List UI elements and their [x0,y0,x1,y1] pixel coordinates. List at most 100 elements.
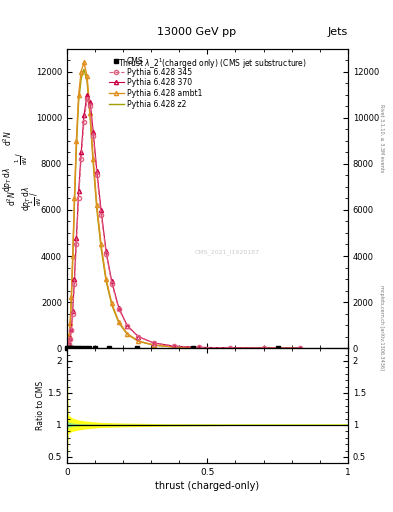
Pythia 6.428 ambt1 [116,318,121,325]
Pythia 6.428 ambt1 [109,300,114,306]
Pythia 6.428 345 [298,345,302,351]
Pythia 6.428 z2 [136,338,141,345]
Pythia 6.428 z2 [76,98,81,104]
Pythia 6.428 z2 [66,340,71,346]
Pythia 6.428 ambt1 [82,59,86,66]
Pythia 6.428 345 [66,343,71,349]
Pythia 6.428 345 [171,343,176,349]
Pythia 6.428 345 [72,281,77,287]
Pythia 6.428 370 [69,326,73,332]
Pythia 6.428 370 [95,167,99,174]
Pythia 6.428 370 [152,340,156,346]
Pythia 6.428 370 [136,334,141,340]
Pythia 6.428 345 [76,195,81,201]
Pythia 6.428 z2 [95,207,99,213]
Pythia 6.428 ambt1 [104,276,108,282]
Pythia 6.428 z2 [72,202,77,208]
Pythia 6.428 345 [69,327,73,333]
Pythia 6.428 z2 [79,75,83,81]
Pythia 6.428 ambt1 [196,345,201,351]
Pythia 6.428 ambt1 [99,242,103,248]
Pythia 6.428 ambt1 [261,345,266,351]
Pythia 6.428 ambt1 [171,344,176,350]
Pythia 6.428 z2 [104,279,108,285]
Line: Pythia 6.428 ambt1: Pythia 6.428 ambt1 [66,60,302,350]
Text: $\mathrm{d}^2N$: $\mathrm{d}^2N$ [2,130,14,146]
Pythia 6.428 370 [68,335,73,342]
X-axis label: thrust (charged-only): thrust (charged-only) [155,481,259,492]
Pythia 6.428 ambt1 [228,345,232,351]
Pythia 6.428 345 [95,172,99,179]
Text: mcplots.cern.ch [arXiv:1306.3436]: mcplots.cern.ch [arXiv:1306.3436] [380,285,384,370]
Text: $\frac{1}{\mathrm{d}N}$/: $\frac{1}{\mathrm{d}N}$/ [13,152,30,165]
Pythia 6.428 370 [70,308,75,314]
Pythia 6.428 z2 [88,115,92,121]
Pythia 6.428 370 [109,279,114,285]
Pythia 6.428 z2 [116,319,121,326]
Pythia 6.428 z2 [84,78,89,84]
Pythia 6.428 345 [136,334,141,340]
Pythia 6.428 345 [88,103,92,110]
Pythia 6.428 370 [67,340,72,347]
Pythia 6.428 z2 [152,342,156,348]
Pythia 6.428 ambt1 [79,69,83,75]
Pythia 6.428 345 [109,281,114,287]
Pythia 6.428 345 [99,211,103,218]
Pythia 6.428 370 [84,92,89,98]
Pythia 6.428 ambt1 [74,138,79,144]
Line: Pythia 6.428 z2: Pythia 6.428 z2 [68,69,300,348]
Pythia 6.428 345 [125,323,130,329]
Pythia 6.428 ambt1 [84,73,89,79]
Pythia 6.428 z2 [82,66,86,72]
Text: Thrust $\lambda\_2^1$(charged only) (CMS jet substructure): Thrust $\lambda\_2^1$(charged only) (CMS… [118,56,307,71]
Pythia 6.428 ambt1 [136,338,141,344]
Pythia 6.428 370 [74,234,79,241]
Pythia 6.428 370 [88,98,92,104]
Pythia 6.428 370 [104,248,108,254]
Pythia 6.428 370 [91,129,95,135]
Pythia 6.428 345 [74,242,79,248]
Pythia 6.428 345 [228,345,232,351]
Pythia 6.428 ambt1 [88,110,92,116]
Line: Pythia 6.428 345: Pythia 6.428 345 [66,97,302,350]
Pythia 6.428 370 [65,344,70,350]
Text: 13000 GeV pp: 13000 GeV pp [157,27,236,37]
Pythia 6.428 z2 [125,331,130,337]
Pythia 6.428 z2 [67,333,72,339]
Pythia 6.428 345 [65,344,70,350]
Pythia 6.428 370 [99,207,103,213]
Pythia 6.428 370 [72,276,77,282]
Pythia 6.428 345 [116,306,121,312]
Pythia 6.428 ambt1 [125,331,130,337]
Pythia 6.428 345 [68,336,73,342]
Text: Rivet 3.1.10, ≥ 3.3M events: Rivet 3.1.10, ≥ 3.3M events [380,104,384,173]
Pythia 6.428 370 [228,345,232,351]
Pythia 6.428 370 [79,150,83,156]
Pythia 6.428 z2 [228,345,232,351]
Pythia 6.428 z2 [68,322,73,328]
Pythia 6.428 370 [261,345,266,351]
Text: $\frac{1}{\mathrm{d}N}$ /: $\frac{1}{\mathrm{d}N}$ / [28,191,44,206]
Pythia 6.428 345 [84,96,89,102]
Pythia 6.428 345 [79,156,83,162]
Text: $\mathrm{d}^2N$
$\mathrm{d}p_T\,\mathrm{d}\lambda$: $\mathrm{d}^2N$ $\mathrm{d}p_T\,\mathrm{… [6,186,33,211]
Pythia 6.428 370 [66,343,71,349]
Pythia 6.428 370 [76,188,81,195]
Text: Jets: Jets [327,27,348,37]
Legend: CMS, Pythia 6.428 345, Pythia 6.428 370, Pythia 6.428 ambt1, Pythia 6.428 z2: CMS, Pythia 6.428 345, Pythia 6.428 370,… [107,55,204,110]
Pythia 6.428 ambt1 [68,319,73,326]
Pythia 6.428 z2 [69,298,73,304]
Pythia 6.428 ambt1 [65,343,70,349]
Pythia 6.428 370 [171,343,176,349]
Pythia 6.428 345 [67,340,72,347]
Pythia 6.428 ambt1 [69,294,73,301]
Pythia 6.428 ambt1 [70,253,75,259]
Pythia 6.428 345 [152,340,156,346]
Pythia 6.428 345 [104,251,108,257]
Text: $\mathrm{d}p_T\,\mathrm{d}\lambda$: $\mathrm{d}p_T\,\mathrm{d}\lambda$ [1,167,15,191]
Pythia 6.428 z2 [171,344,176,350]
Pythia 6.428 ambt1 [95,202,99,208]
Pythia 6.428 z2 [74,144,79,151]
Line: Pythia 6.428 370: Pythia 6.428 370 [66,93,302,350]
Pythia 6.428 370 [116,305,121,311]
